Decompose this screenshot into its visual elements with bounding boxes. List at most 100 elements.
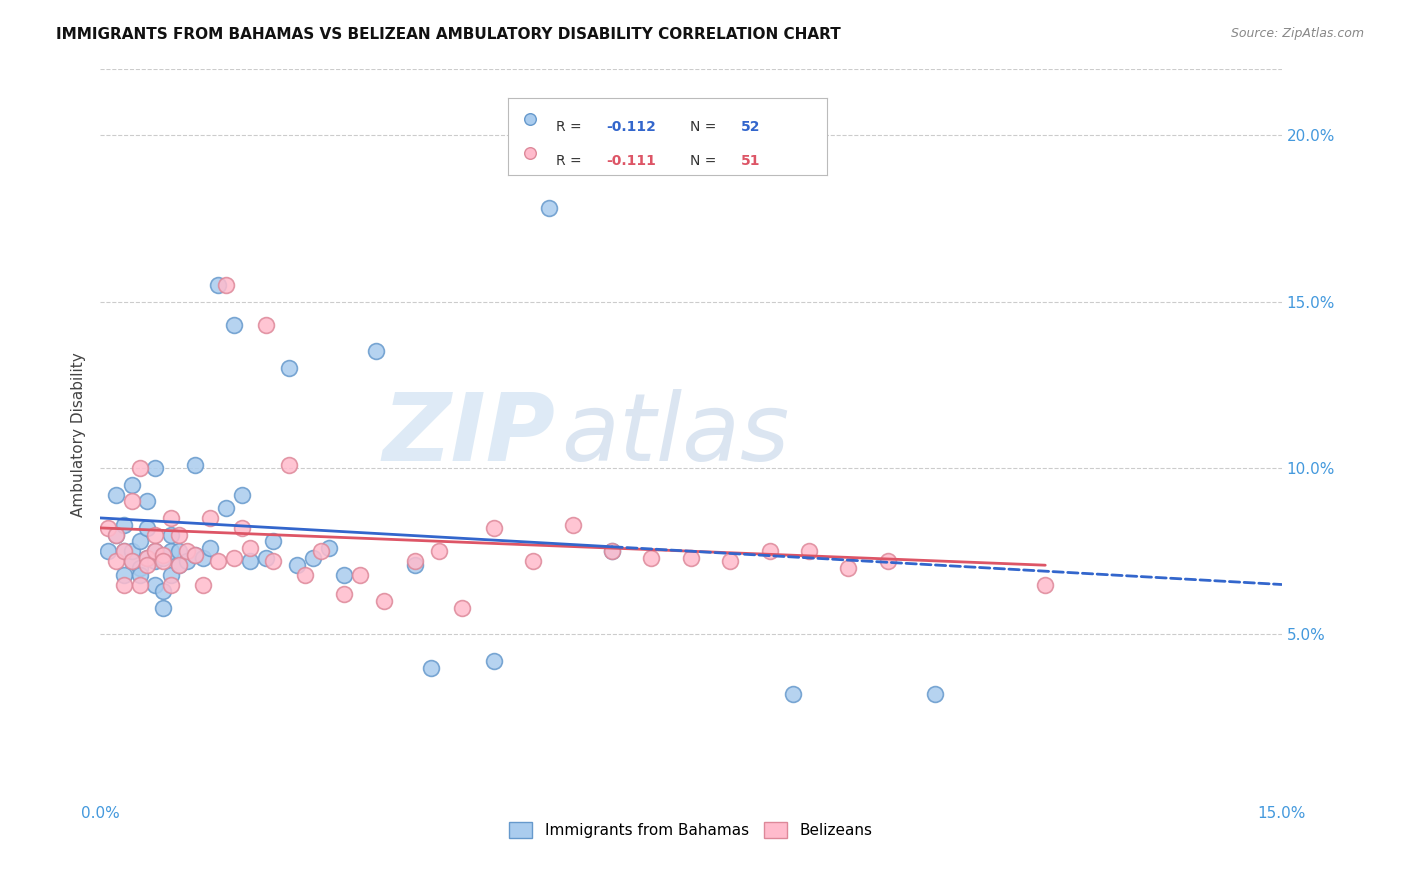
Point <box>160 577 183 591</box>
Point <box>349 567 371 582</box>
Point <box>837 561 859 575</box>
Point <box>718 554 741 568</box>
Text: atlas: atlas <box>561 389 789 480</box>
Point <box>254 318 277 332</box>
Point <box>285 558 308 572</box>
Point <box>538 202 561 216</box>
Point <box>104 488 127 502</box>
Point <box>215 277 238 292</box>
Point <box>112 544 135 558</box>
Point <box>239 554 262 568</box>
Point <box>152 600 174 615</box>
Point <box>143 527 166 541</box>
Point <box>128 534 150 549</box>
Point <box>136 521 159 535</box>
Point <box>333 587 356 601</box>
Point <box>191 577 214 591</box>
Point <box>215 500 238 515</box>
Point <box>222 318 245 332</box>
Point <box>183 548 205 562</box>
Point <box>876 554 898 568</box>
Point <box>112 577 135 591</box>
Point <box>231 521 253 535</box>
Point <box>758 544 780 558</box>
Point <box>143 544 166 558</box>
Point <box>143 577 166 591</box>
Point <box>104 527 127 541</box>
Point <box>121 554 143 568</box>
Text: ZIP: ZIP <box>382 389 555 481</box>
Point <box>522 554 544 568</box>
Point <box>97 521 120 535</box>
Point <box>318 541 340 555</box>
Point <box>333 567 356 582</box>
Point <box>160 544 183 558</box>
Point <box>167 558 190 572</box>
Point <box>112 567 135 582</box>
Point <box>112 517 135 532</box>
Legend: Immigrants from Bahamas, Belizeans: Immigrants from Bahamas, Belizeans <box>503 816 879 845</box>
Point <box>404 554 426 568</box>
Point <box>262 554 284 568</box>
Point <box>128 561 150 575</box>
Point <box>152 548 174 562</box>
Point <box>143 461 166 475</box>
Y-axis label: Ambulatory Disability: Ambulatory Disability <box>72 352 86 517</box>
Point <box>183 548 205 562</box>
Point <box>121 494 143 508</box>
Point <box>278 361 301 376</box>
Point <box>924 687 946 701</box>
Point <box>600 544 623 558</box>
Point <box>136 550 159 565</box>
Point <box>160 527 183 541</box>
Point <box>301 550 323 565</box>
Point <box>1033 577 1056 591</box>
Point <box>419 661 441 675</box>
Point <box>104 527 127 541</box>
Point <box>136 494 159 508</box>
Point <box>451 600 474 615</box>
Point <box>167 527 190 541</box>
Point <box>600 544 623 558</box>
Point <box>482 654 505 668</box>
Point <box>152 550 174 565</box>
Point <box>373 594 395 608</box>
Point <box>239 541 262 555</box>
Point <box>364 344 387 359</box>
Point <box>278 458 301 472</box>
Point <box>427 544 450 558</box>
Point <box>262 534 284 549</box>
Point <box>97 544 120 558</box>
Point <box>294 567 316 582</box>
Point <box>191 550 214 565</box>
Point <box>152 584 174 599</box>
Point <box>404 558 426 572</box>
Point <box>152 554 174 568</box>
Point <box>679 550 702 565</box>
Point <box>207 554 229 568</box>
Point <box>167 558 190 572</box>
Point <box>121 554 143 568</box>
Point <box>128 577 150 591</box>
Point <box>136 558 159 572</box>
Point <box>231 488 253 502</box>
Point <box>207 277 229 292</box>
Point <box>128 567 150 582</box>
Point <box>640 550 662 565</box>
Point <box>797 544 820 558</box>
Point <box>200 511 222 525</box>
Point <box>222 550 245 565</box>
Point <box>176 554 198 568</box>
Point <box>104 554 127 568</box>
Text: Source: ZipAtlas.com: Source: ZipAtlas.com <box>1230 27 1364 40</box>
Text: IMMIGRANTS FROM BAHAMAS VS BELIZEAN AMBULATORY DISABILITY CORRELATION CHART: IMMIGRANTS FROM BAHAMAS VS BELIZEAN AMBU… <box>56 27 841 42</box>
Point <box>482 521 505 535</box>
Point <box>121 477 143 491</box>
Point <box>143 544 166 558</box>
Point <box>160 511 183 525</box>
Point <box>121 544 143 558</box>
Point <box>309 544 332 558</box>
Point <box>176 544 198 558</box>
Point <box>782 687 804 701</box>
Point <box>160 567 183 582</box>
